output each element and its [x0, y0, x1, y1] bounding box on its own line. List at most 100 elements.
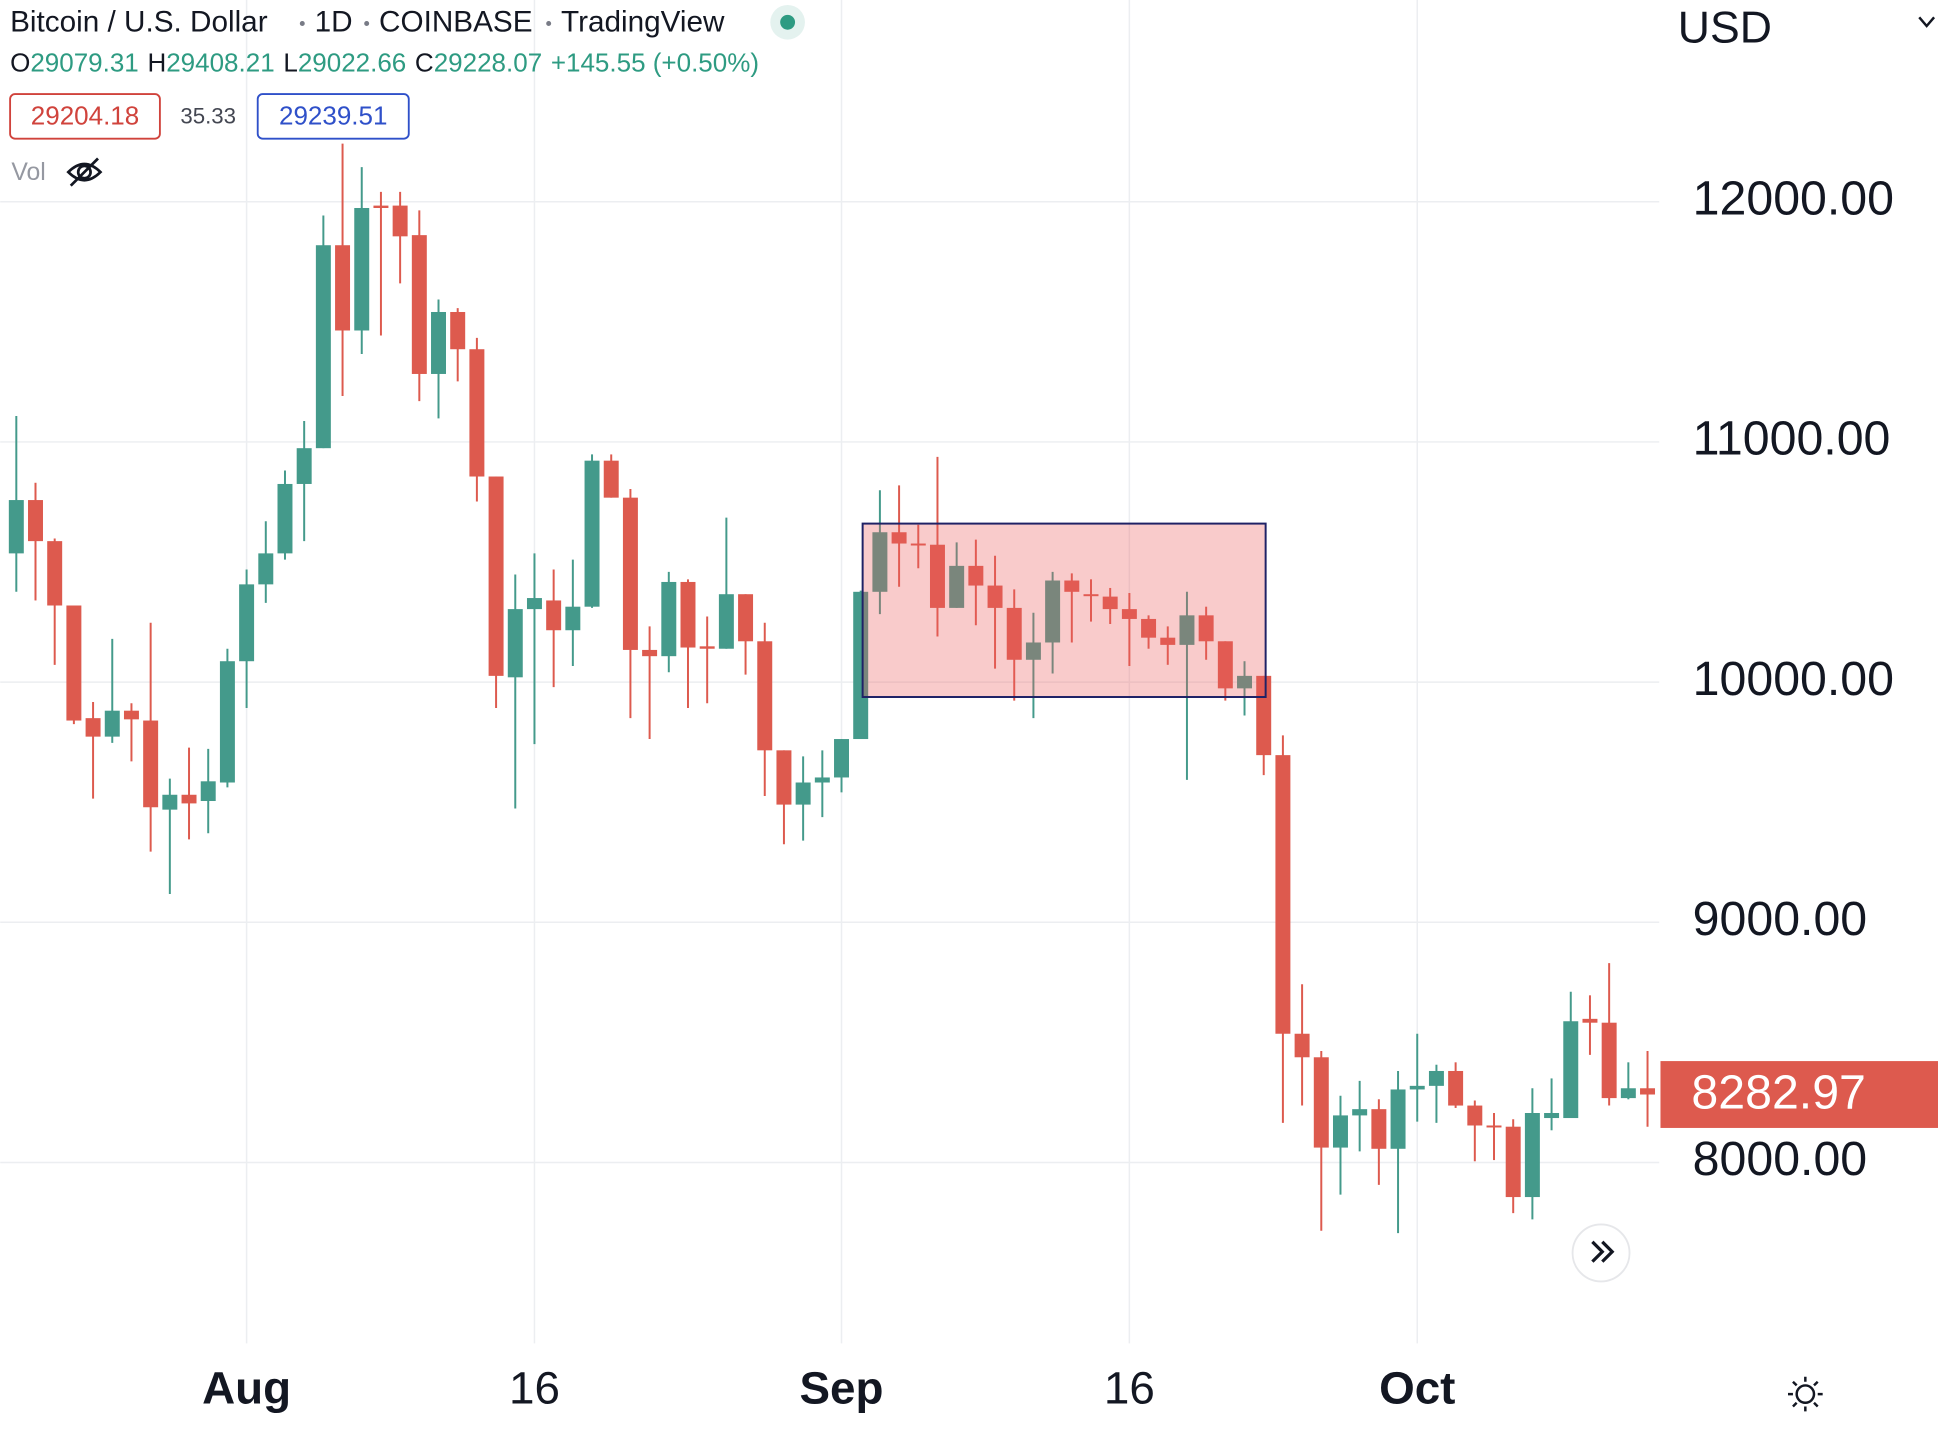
x-tick-label: Oct	[1379, 1363, 1455, 1414]
candle-body	[1045, 580, 1061, 643]
candle-body	[1217, 641, 1233, 689]
x-tick-label: Sep	[800, 1363, 884, 1414]
candle-body	[219, 661, 235, 783]
candle-body	[1409, 1085, 1425, 1090]
candle-body	[488, 476, 504, 676]
candle-body	[795, 782, 811, 805]
candle-body	[642, 649, 658, 657]
header-exchange: COINBASE	[379, 5, 533, 38]
candle-body	[1313, 1057, 1329, 1148]
candle-body	[968, 565, 984, 586]
status-dot	[780, 14, 796, 30]
candle-body	[1352, 1109, 1368, 1116]
currency-label[interactable]: USD	[1678, 4, 1772, 53]
candle-body	[392, 205, 408, 237]
candle-body	[1486, 1125, 1502, 1128]
separator-dot	[299, 21, 305, 26]
candle-body	[1141, 618, 1157, 638]
range-box[interactable]	[861, 522, 1267, 698]
candle-body	[181, 794, 197, 804]
separator-dot	[364, 21, 370, 26]
candle-body	[1371, 1109, 1387, 1149]
x-tick-label: 16	[509, 1363, 560, 1414]
candle-body	[1332, 1115, 1348, 1148]
ohlc-value: 29228.07	[434, 47, 542, 77]
candle-body	[450, 311, 466, 350]
volume-label: Vol	[11, 159, 45, 186]
candle-body	[1294, 1033, 1310, 1058]
candle-body	[277, 483, 293, 554]
candle-body	[1505, 1126, 1521, 1198]
candle-body	[143, 720, 159, 808]
bid-box[interactable]	[9, 93, 161, 140]
candle-body	[565, 606, 581, 631]
candle-body	[814, 777, 830, 783]
candle-body	[1601, 1022, 1617, 1099]
candle-body	[1582, 1018, 1598, 1023]
ask-price[interactable]: 29239.51	[279, 100, 387, 130]
candle-body	[28, 500, 43, 542]
candle-body	[1390, 1089, 1406, 1149]
candle-body	[834, 739, 850, 778]
candle-body	[1237, 675, 1253, 689]
candle-body	[699, 646, 715, 649]
ohlc-key: H	[147, 47, 166, 77]
candle-body	[546, 600, 562, 631]
candle-body	[526, 598, 542, 610]
candle-body	[1064, 580, 1080, 592]
candle-body	[584, 460, 600, 607]
candle-body	[718, 594, 734, 649]
candle-body	[469, 349, 485, 477]
last-price-label: 8282.97	[1691, 1066, 1865, 1120]
ohlc-value: 29079.31	[30, 47, 138, 77]
overlay: 8282.97 USD	[861, 4, 1938, 1128]
candle-body	[123, 710, 139, 720]
settings-icon[interactable]	[1788, 1376, 1823, 1412]
y-tick-label: 10000.00	[1693, 652, 1894, 706]
x-tick-label: Aug	[202, 1363, 291, 1414]
y-tick-label: 12000.00	[1693, 172, 1894, 226]
separator-dot	[546, 21, 552, 26]
candle-body	[411, 235, 427, 374]
candle-body	[1563, 1021, 1579, 1119]
ask-box[interactable]	[256, 93, 410, 140]
ohlc-value: 29408.21	[166, 47, 274, 77]
candles	[8, 143, 1656, 1234]
candle-body	[8, 500, 24, 554]
currency-menu-chevron[interactable]	[1918, 16, 1936, 28]
x-tick-label: 16	[1104, 1363, 1155, 1414]
candle-body	[987, 585, 1003, 608]
candle-body	[949, 565, 965, 608]
candle-body	[910, 543, 926, 546]
candle-body	[66, 605, 82, 721]
hide-volume-icon[interactable]	[66, 157, 103, 187]
header-symbol: Bitcoin / U.S. Dollar	[10, 5, 268, 38]
ohlc-key: L	[283, 47, 297, 77]
candle-body	[1179, 615, 1195, 645]
candle-body	[1006, 607, 1022, 660]
header: Bitcoin / U.S. Dollar 1D COINBASE TradingVi…	[9, 4, 1936, 187]
candle-body	[776, 750, 792, 805]
header-interval: 1D	[315, 5, 353, 38]
candle-body	[162, 794, 178, 810]
scroll-to-latest-button[interactable]	[1571, 1223, 1631, 1283]
candle-body	[1448, 1070, 1464, 1106]
candle-body	[85, 718, 101, 737]
candle-body	[872, 532, 888, 592]
candle-body	[47, 541, 63, 606]
candle-body	[1256, 675, 1272, 756]
candle-body	[757, 641, 773, 751]
candle-body	[1083, 594, 1099, 597]
candle-body	[104, 710, 120, 737]
candle-body	[1544, 1112, 1560, 1119]
candle-body	[1025, 642, 1041, 660]
candle-body	[1275, 755, 1291, 1034]
candle-body	[738, 594, 754, 642]
candle-body	[258, 553, 274, 585]
bid-price[interactable]: 29204.18	[31, 100, 139, 130]
candle-body	[891, 532, 907, 544]
candle-body	[335, 245, 351, 331]
candle-body	[373, 205, 389, 208]
